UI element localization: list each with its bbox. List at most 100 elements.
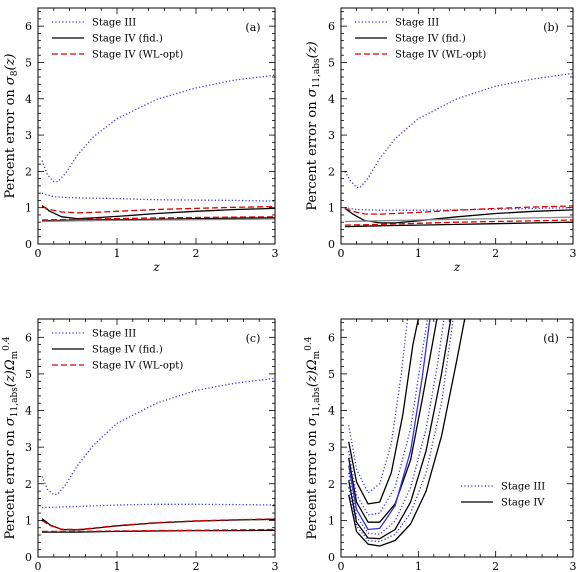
plot-frame — [37, 7, 276, 245]
y-axis-label: Percent error on σ8(z) — [3, 53, 20, 198]
x-tick-label: 0 — [338, 560, 345, 572]
series-line-5 — [344, 219, 573, 226]
series-line-6 — [41, 218, 275, 223]
panel-label: (a) — [245, 21, 260, 34]
y-tick-label: 6 — [328, 20, 335, 33]
y-tick-label: 3 — [328, 441, 335, 454]
chart-panel-0: 0 1 2 3 0 1 2 3 4 5 6 z Percent error on σ8(z) (a) Sta… — [3, 7, 279, 274]
x-tick-label: 2 — [492, 247, 499, 260]
y-tick-label: 1 — [328, 202, 335, 215]
series-line-1 — [41, 503, 275, 509]
y-tick-label: 6 — [328, 331, 335, 344]
y-tick-label: 5 — [328, 56, 335, 69]
legend-label: Stage IV (WL-opt) — [92, 50, 183, 61]
legend-label: Stage III — [501, 482, 545, 493]
x-tick-label: 2 — [193, 247, 200, 260]
series-line-1 — [41, 192, 275, 202]
x-tick-label: 0 — [338, 247, 345, 260]
legend-label: Stage IV (fid.) — [92, 345, 163, 356]
y-tick-label: 6 — [25, 20, 32, 33]
legend: Stage III Stage IV — [461, 482, 545, 509]
y-tick-label: 1 — [328, 514, 335, 527]
y-tick-label: 4 — [25, 93, 32, 106]
series-line-0 — [41, 74, 275, 183]
series-line-2 — [41, 518, 275, 531]
legend-label: Stage IV (fid.) — [395, 34, 466, 45]
legend: Stage III Stage IV (fid.) Stage IV (WL-opt… — [52, 329, 183, 372]
legend-label: Stage IV (WL-opt) — [92, 361, 183, 372]
series-line-4 — [41, 217, 275, 222]
legend-label: Stage IV (fid.) — [92, 34, 163, 45]
x-axis-label: z — [152, 260, 160, 274]
panel-label: (c) — [246, 332, 261, 345]
y-tick-label: 3 — [328, 129, 335, 142]
y-tick-label: 4 — [328, 405, 335, 418]
series-line-6 — [344, 216, 573, 223]
x-tick-label: 3 — [570, 247, 577, 260]
series-line-7 — [348, 319, 454, 543]
series-line-3 — [41, 518, 275, 531]
legend-label: Stage III — [395, 18, 439, 29]
series-line-5 — [41, 216, 275, 221]
y-tick-label: 6 — [25, 331, 32, 344]
panel-label: (d) — [543, 332, 559, 345]
series-line-3 — [41, 205, 275, 214]
y-tick-label: 0 — [25, 238, 32, 251]
y-tick-label: 2 — [25, 478, 32, 491]
series-line-1 — [348, 319, 419, 505]
series-line-4 — [42, 529, 275, 533]
x-tick-label: 0 — [35, 560, 42, 572]
panel-label: (b) — [543, 21, 559, 34]
legend: Stage III Stage IV (fid.) Stage IV (WL-opt… — [52, 18, 183, 61]
y-tick-label: 3 — [25, 441, 32, 454]
y-tick-label: 5 — [25, 56, 32, 69]
legend: Stage III Stage IV (fid.) Stage IV (WL-opt… — [355, 18, 486, 61]
y-tick-label: 3 — [25, 129, 32, 142]
y-axis-label: Percent error on σ11,abs(z) — [305, 41, 322, 210]
x-tick-label: 1 — [415, 247, 422, 260]
plot-frame — [340, 318, 574, 558]
x-tick-label: 3 — [272, 560, 279, 572]
series-line-4 — [348, 319, 431, 531]
y-tick-label: 0 — [328, 551, 335, 564]
series-line-2 — [348, 319, 429, 516]
series-line-2 — [41, 204, 275, 220]
y-tick-label: 1 — [25, 514, 32, 527]
y-tick-label: 2 — [328, 478, 335, 491]
legend-label: Stage III — [92, 329, 136, 340]
series-line-6 — [348, 319, 452, 540]
y-tick-label: 4 — [328, 93, 335, 106]
x-tick-label: 1 — [114, 560, 121, 572]
legend-label: Stage IV (WL-opt) — [395, 50, 486, 61]
x-tick-label: 0 — [35, 247, 42, 260]
y-tick-label: 5 — [328, 368, 335, 381]
series-line-3 — [344, 205, 573, 215]
chart-panel-1: 0 1 2 3 0 1 2 3 4 5 6 z Percent error on σ11,abs(z) (… — [305, 7, 577, 274]
series-line-4 — [344, 221, 573, 228]
x-tick-label: 2 — [492, 560, 499, 572]
y-tick-label: 5 — [25, 368, 32, 381]
y-tick-label: 2 — [328, 165, 335, 178]
y-tick-label: 0 — [328, 238, 335, 251]
x-axis-label: z — [453, 260, 461, 274]
plot-frame — [340, 7, 574, 245]
series-line-1 — [344, 207, 573, 211]
y-tick-label: 0 — [25, 551, 32, 564]
x-tick-label: 3 — [570, 560, 577, 572]
x-tick-label: 3 — [272, 247, 279, 260]
x-tick-label: 2 — [193, 560, 200, 572]
legend-label: Stage IV — [501, 498, 545, 509]
series-line-5 — [348, 319, 445, 535]
y-axis-label: Percent error on σ11,abs(z)Ωm0.4 — [304, 336, 322, 539]
series-line-0 — [348, 319, 409, 494]
series-line-2 — [344, 207, 573, 224]
x-tick-label: 1 — [114, 247, 121, 260]
y-tick-label: 2 — [25, 165, 32, 178]
y-axis-label: Percent error on σ11,abs(z)Ωm0.4 — [2, 336, 20, 539]
y-tick-label: 4 — [25, 405, 32, 418]
plot-frame — [37, 318, 276, 558]
series-line-0 — [344, 72, 573, 189]
